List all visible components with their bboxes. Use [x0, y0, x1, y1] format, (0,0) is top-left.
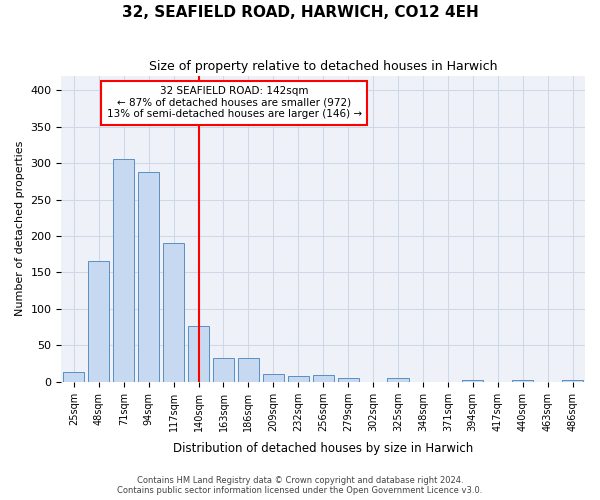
Bar: [113, 160, 134, 382]
Bar: [313, 375, 334, 382]
Bar: [238, 358, 259, 382]
Bar: [338, 378, 359, 382]
Bar: [138, 172, 159, 382]
Bar: [512, 380, 533, 382]
Bar: [263, 374, 284, 382]
Bar: [88, 262, 109, 382]
X-axis label: Distribution of detached houses by size in Harwich: Distribution of detached houses by size …: [173, 442, 473, 455]
Bar: [188, 326, 209, 382]
Bar: [213, 358, 234, 382]
Bar: [388, 378, 409, 382]
Bar: [163, 244, 184, 382]
Bar: [562, 380, 583, 382]
Title: Size of property relative to detached houses in Harwich: Size of property relative to detached ho…: [149, 60, 497, 73]
Bar: [287, 376, 309, 382]
Text: 32 SEAFIELD ROAD: 142sqm
← 87% of detached houses are smaller (972)
13% of semi-: 32 SEAFIELD ROAD: 142sqm ← 87% of detach…: [107, 86, 362, 120]
Y-axis label: Number of detached properties: Number of detached properties: [15, 141, 25, 316]
Bar: [63, 372, 85, 382]
Text: Contains HM Land Registry data © Crown copyright and database right 2024.
Contai: Contains HM Land Registry data © Crown c…: [118, 476, 482, 495]
Text: 32, SEAFIELD ROAD, HARWICH, CO12 4EH: 32, SEAFIELD ROAD, HARWICH, CO12 4EH: [122, 5, 478, 20]
Bar: [462, 380, 484, 382]
